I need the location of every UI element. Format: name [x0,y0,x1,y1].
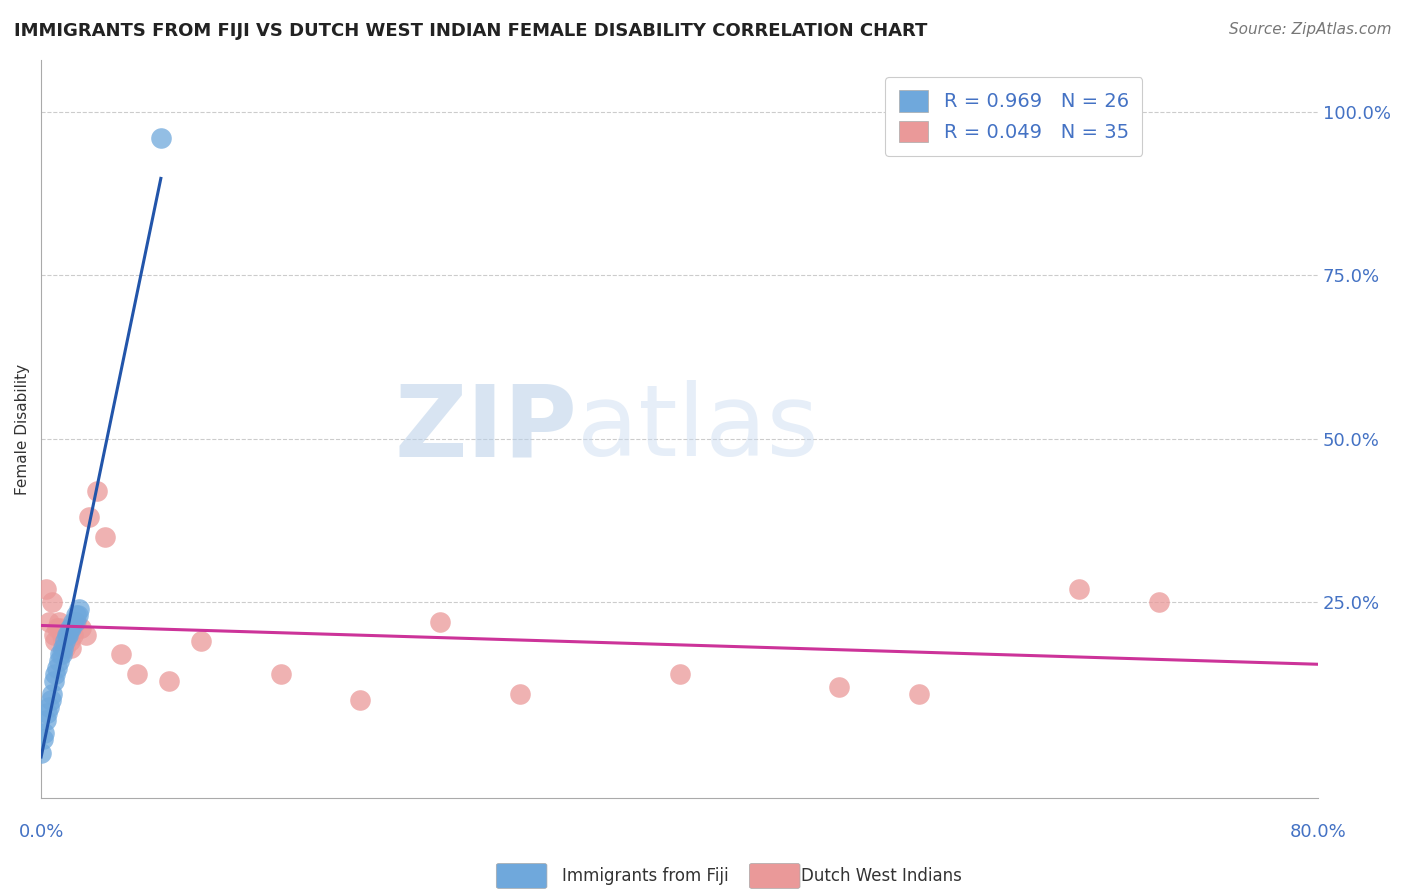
Point [67,601,90,615]
Point [66,608,89,623]
Point [31,732,53,747]
Y-axis label: Female Disability: Female Disability [15,363,30,494]
Point [52,640,75,655]
Point [35,713,58,727]
Point [190,634,212,648]
Point [55,628,77,642]
Point [53,640,76,655]
Point [48,615,70,629]
Point [429,615,451,629]
Point [509,687,531,701]
Point [41,687,63,701]
Point [30,746,52,760]
Point [86,484,108,499]
Text: atlas: atlas [578,381,820,477]
Point [37,706,59,721]
Point [44,634,66,648]
Point [828,680,851,694]
Point [38,615,60,629]
Point [51,628,73,642]
Point [35,582,58,596]
Point [51,648,73,662]
Point [157,673,180,688]
Text: IMMIGRANTS FROM FIJI VS DUTCH WEST INDIAN FEMALE DISABILITY CORRELATION CHART: IMMIGRANTS FROM FIJI VS DUTCH WEST INDIA… [14,22,928,40]
Point [349,693,371,707]
Point [41,595,63,609]
Point [149,131,172,145]
Point [38,699,60,714]
Point [62,615,84,629]
Text: 80.0%: 80.0% [1289,823,1347,841]
Point [1067,582,1090,596]
Point [49,648,72,662]
Point [60,621,83,635]
Point [48,654,70,668]
Point [62,628,84,642]
Legend: R = 0.969   N = 26, R = 0.049   N = 35: R = 0.969 N = 26, R = 0.049 N = 35 [886,77,1143,156]
Point [46,621,69,635]
Point [125,667,148,681]
Point [65,608,87,623]
Point [75,628,97,642]
Point [58,628,80,642]
Point [53,634,76,648]
Point [59,621,82,635]
Point [270,667,292,681]
Point [42,673,65,688]
Text: Dutch West Indians: Dutch West Indians [801,867,962,885]
Text: Immigrants from Fiji: Immigrants from Fiji [562,867,730,885]
Point [46,660,69,674]
Point [52,634,75,648]
Point [908,687,931,701]
Point [44,667,66,681]
Point [39,693,62,707]
Point [94,530,117,544]
Point [60,640,83,655]
Text: 0.0%: 0.0% [18,823,63,841]
Text: ZIP: ZIP [395,381,578,477]
Point [65,615,87,629]
Point [55,628,77,642]
Point [110,648,132,662]
Point [63,615,86,629]
Point [49,621,72,635]
Point [77,510,100,524]
Text: Source: ZipAtlas.com: Source: ZipAtlas.com [1229,22,1392,37]
Point [668,667,690,681]
Point [34,726,56,740]
Point [58,628,80,642]
Point [59,634,82,648]
Point [70,621,93,635]
Point [1147,595,1170,609]
Point [42,628,65,642]
